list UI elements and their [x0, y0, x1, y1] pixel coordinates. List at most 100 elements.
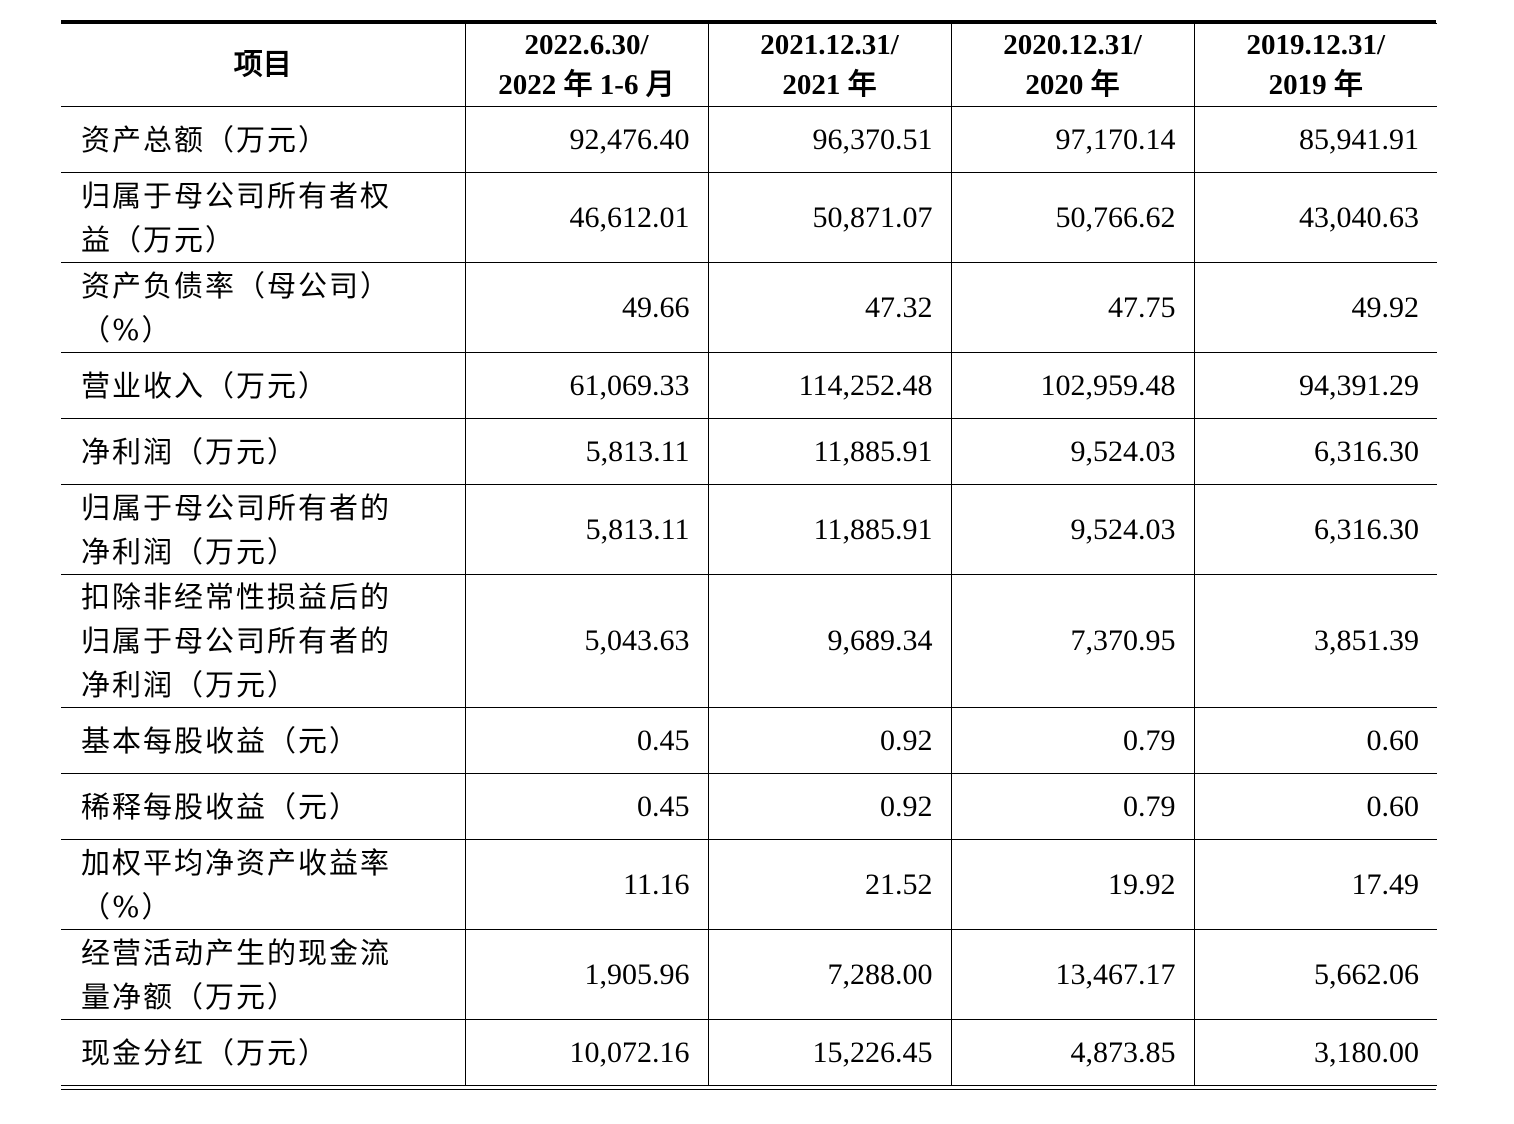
table-cell-value: 11.16 — [464, 839, 708, 930]
table-cell-value: 6,316.30 — [1193, 484, 1437, 575]
bottom-double-rule — [61, 1089, 1436, 1090]
table-cell-value: 114,252.48 — [707, 352, 951, 419]
row-label-line: 资产负债率（母公司） — [81, 268, 392, 303]
table-cell-value: 50,766.62 — [950, 172, 1194, 263]
row-label: 归属于母公司所有者的 净利润（万元） — [61, 484, 465, 575]
table-cell-value: 50,871.07 — [707, 172, 951, 263]
table-cell-value: 47.32 — [707, 262, 951, 353]
table-cell-value: 5,813.11 — [464, 484, 708, 575]
table-row: 资产总额（万元） 92,476.40 96,370.51 97,170.14 85,94… — [61, 106, 1437, 173]
table-row: 营业收入（万元） 61,069.33 114,252.48 102,959.48 94,… — [61, 352, 1437, 419]
table-cell-value: 9,689.34 — [707, 574, 951, 708]
table-cell-value: 96,370.51 — [707, 106, 951, 173]
table-cell-value: 0.92 — [707, 707, 951, 774]
row-label: 营业收入（万元） — [61, 352, 465, 419]
table-cell-value: 47.75 — [950, 262, 1194, 353]
row-label-line: 归属于母公司所有者权 — [81, 178, 392, 213]
row-label-line: 净利润（万元） — [81, 668, 299, 702]
row-label-line: 量净额（万元） — [81, 979, 299, 1014]
row-label: 净利润（万元） — [61, 418, 465, 485]
table-body: 资产总额（万元） 92,476.40 96,370.51 97,170.14 85,94… — [61, 106, 1437, 1086]
table-cell-value: 6,316.30 — [1193, 418, 1437, 485]
row-label: 基本每股收益（元） — [61, 707, 465, 774]
table-row: 归属于母公司所有者的 净利润（万元） 5,813.11 11,885.91 9,524.… — [61, 484, 1437, 575]
row-label-line: （%） — [81, 312, 173, 347]
table-row: 基本每股收益（元） 0.45 0.92 0.79 0.60 — [61, 707, 1437, 774]
table-cell-value: 0.60 — [1193, 707, 1437, 774]
table-cell-value: 7,288.00 — [707, 929, 951, 1020]
table-cell-value: 10,072.16 — [464, 1019, 708, 1086]
table-row: 经营活动产生的现金流 量净额（万元） 1,905.96 7,288.00 13,467.… — [61, 929, 1437, 1020]
table-cell-value: 9,524.03 — [950, 484, 1194, 575]
table-cell-value: 13,467.17 — [950, 929, 1194, 1020]
row-label: 资产总额（万元） — [61, 106, 465, 173]
row-label-line: （%） — [81, 889, 173, 924]
table-cell-value: 0.45 — [464, 707, 708, 774]
row-label-line: 净利润（万元） — [81, 534, 299, 569]
row-label-line: 营业收入（万元） — [81, 368, 330, 403]
table-cell-value: 102,959.48 — [950, 352, 1194, 419]
row-label-line: 资产总额（万元） — [81, 122, 330, 157]
table-cell-value: 0.79 — [950, 707, 1194, 774]
table-cell-value: 5,813.11 — [464, 418, 708, 485]
header-2021: 2021.12.31/ 2021 年 — [707, 23, 951, 107]
table-row: 扣除非经常性损益后的 归属于母公司所有者的 净利润（万元） 5,043.63 9,689… — [61, 574, 1437, 708]
header-row: 项目 2022.6.30/ 2022 年 1-6 月 2021.12.31/ 2… — [61, 23, 1437, 107]
table-cell-value: 19.92 — [950, 839, 1194, 930]
table-cell-value: 0.45 — [464, 773, 708, 840]
financial-summary-table: 项目 2022.6.30/ 2022 年 1-6 月 2021.12.31/ 2… — [61, 23, 1437, 1086]
row-label-line: 现金分红（万元） — [81, 1035, 330, 1070]
row-label-line: 稀释每股收益（元） — [81, 789, 361, 824]
table-cell-value: 43,040.63 — [1193, 172, 1437, 263]
row-label-line: 益（万元） — [81, 222, 237, 257]
row-label: 稀释每股收益（元） — [61, 773, 465, 840]
table-cell-value: 61,069.33 — [464, 352, 708, 419]
table-cell-value: 7,370.95 — [950, 574, 1194, 708]
table-cell-value: 11,885.91 — [707, 484, 951, 575]
row-label-line: 归属于母公司所有者的 — [81, 490, 392, 525]
table-cell-value: 1,905.96 — [464, 929, 708, 1020]
row-label-line: 扣除非经常性损益后的 — [81, 580, 392, 614]
table-cell-value: 3,180.00 — [1193, 1019, 1437, 1086]
table-row: 净利润（万元） 5,813.11 11,885.91 9,524.03 6,316.30 — [61, 418, 1437, 485]
row-label: 归属于母公司所有者权 益（万元） — [61, 172, 465, 263]
header-item: 项目 — [61, 23, 465, 107]
row-label-line: 净利润（万元） — [81, 434, 299, 469]
table-cell-value: 85,941.91 — [1193, 106, 1437, 173]
table-row: 现金分红（万元） 10,072.16 15,226.45 4,873.85 3,180.… — [61, 1019, 1437, 1086]
table-row: 归属于母公司所有者权 益（万元） 46,612.01 50,871.07 50,766.… — [61, 172, 1437, 263]
table-cell-value: 46,612.01 — [464, 172, 708, 263]
row-label-line: 基本每股收益（元） — [81, 723, 361, 758]
table-cell-value: 5,662.06 — [1193, 929, 1437, 1020]
header-2022-h1: 2022.6.30/ 2022 年 1-6 月 — [464, 23, 708, 107]
row-label-line: 经营活动产生的现金流 — [81, 935, 392, 970]
table-row: 加权平均净资产收益率 （%） 11.16 21.52 19.92 17.49 — [61, 839, 1437, 930]
row-label: 经营活动产生的现金流 量净额（万元） — [61, 929, 465, 1020]
row-label: 资产负债率（母公司） （%） — [61, 262, 465, 353]
table-cell-value: 49.92 — [1193, 262, 1437, 353]
table-row: 稀释每股收益（元） 0.45 0.92 0.79 0.60 — [61, 773, 1437, 840]
row-label: 扣除非经常性损益后的 归属于母公司所有者的 净利润（万元） — [61, 574, 465, 708]
row-label: 加权平均净资产收益率 （%） — [61, 839, 465, 930]
header-2019: 2019.12.31/ 2019 年 — [1193, 23, 1437, 107]
table-cell-value: 5,043.63 — [464, 574, 708, 708]
table-cell-value: 4,873.85 — [950, 1019, 1194, 1086]
table-cell-value: 9,524.03 — [950, 418, 1194, 485]
table-cell-value: 49.66 — [464, 262, 708, 353]
table-cell-value: 92,476.40 — [464, 106, 708, 173]
table-cell-value: 0.92 — [707, 773, 951, 840]
table-row: 资产负债率（母公司） （%） 49.66 47.32 47.75 49.92 — [61, 262, 1437, 353]
table-cell-value: 0.79 — [950, 773, 1194, 840]
table-cell-value: 17.49 — [1193, 839, 1437, 930]
top-rule — [61, 20, 1436, 23]
table-cell-value: 97,170.14 — [950, 106, 1194, 173]
header-2020: 2020.12.31/ 2020 年 — [950, 23, 1194, 107]
table-cell-value: 0.60 — [1193, 773, 1437, 840]
row-label: 现金分红（万元） — [61, 1019, 465, 1086]
row-label-line: 归属于母公司所有者的 — [81, 624, 392, 658]
table-cell-value: 15,226.45 — [707, 1019, 951, 1086]
table-cell-value: 11,885.91 — [707, 418, 951, 485]
financial-summary-table-wrap: 项目 2022.6.30/ 2022 年 1-6 月 2021.12.31/ 2… — [61, 20, 1437, 1090]
table-cell-value: 94,391.29 — [1193, 352, 1437, 419]
row-label-line: 加权平均净资产收益率 — [81, 845, 392, 880]
